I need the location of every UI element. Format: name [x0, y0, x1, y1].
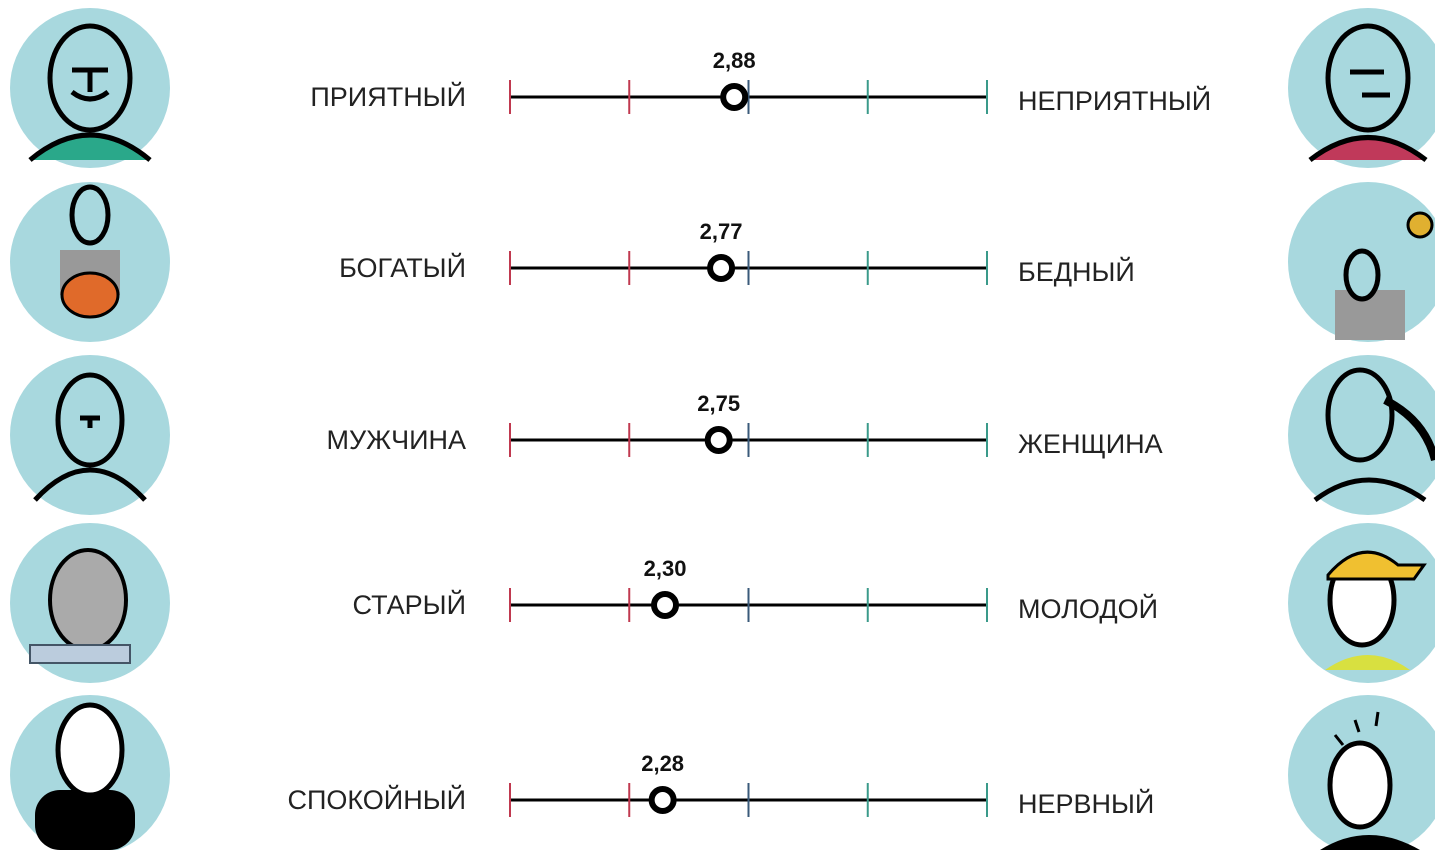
value-label: 2,28 — [641, 751, 684, 776]
value-label: 2,75 — [697, 391, 740, 416]
marker — [648, 786, 677, 814]
value-label: 2,77 — [700, 219, 743, 244]
right-label: ЖЕНЩИНА — [1018, 429, 1163, 459]
avatar-right — [1288, 8, 1435, 168]
value-label: 2,88 — [713, 48, 756, 73]
avatar-right — [1288, 695, 1435, 850]
avatar-left — [10, 355, 170, 515]
right-label: МОЛОДОЙ — [1018, 593, 1158, 624]
marker — [707, 254, 736, 282]
right-label: БЕДНЫЙ — [1018, 256, 1135, 287]
right-label: НЕРВНЫЙ — [1018, 788, 1154, 819]
avatar-right — [1288, 355, 1435, 515]
avatar-right — [1288, 523, 1435, 683]
marker — [720, 83, 749, 111]
marker — [651, 591, 680, 619]
avatar-left — [10, 182, 170, 342]
left-label: ПРИЯТНЫЙ — [310, 81, 466, 112]
left-label: МУЖЧИНА — [327, 425, 466, 455]
avatar-left — [10, 8, 170, 168]
left-label: СТАРЫЙ — [352, 589, 466, 620]
marker — [704, 426, 733, 454]
left-label: БОГАТЫЙ — [339, 252, 466, 283]
avatar-left — [10, 523, 170, 683]
left-label: СПОКОЙНЫЙ — [287, 784, 466, 815]
right-label: НЕПРИЯТНЫЙ — [1018, 85, 1211, 116]
avatars — [10, 8, 1435, 850]
avatar-left — [10, 695, 170, 850]
avatar-right — [1288, 182, 1435, 342]
value-label: 2,30 — [644, 556, 687, 581]
